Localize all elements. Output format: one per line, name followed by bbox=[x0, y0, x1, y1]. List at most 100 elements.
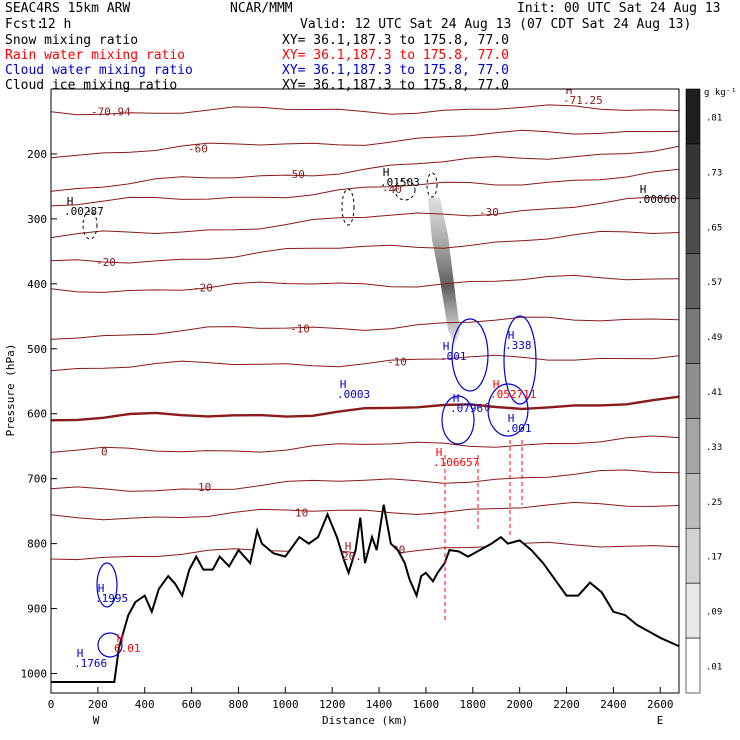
annotation-marker: H bbox=[98, 582, 105, 595]
temperature-contour-line bbox=[51, 104, 679, 116]
temperature-contour-label: -10 bbox=[387, 355, 407, 368]
colorbar: .81 .73 .65 .57 .49 .41 .33 .25 .17 .09 .01 bbox=[685, 88, 722, 694]
temperature-contour-label: -40 bbox=[382, 183, 402, 196]
legend-rain-xy: XY= 36.1,187.3 to 175.8, 77.0 bbox=[282, 48, 509, 63]
x-tick-label: 2600 bbox=[647, 698, 674, 711]
annotation-marker: H bbox=[508, 329, 515, 342]
temperature-contour-label: -20 bbox=[96, 256, 116, 269]
x-tick-label: 600 bbox=[182, 698, 202, 711]
temperature-contour-line bbox=[51, 469, 679, 492]
annotation-label: .00060 bbox=[637, 193, 677, 206]
temperature-contour-label: 10 bbox=[198, 481, 211, 494]
colorbar-label: .25 bbox=[706, 498, 722, 508]
annotation-marker: H bbox=[566, 84, 573, 97]
plot-frame bbox=[50, 88, 680, 694]
y-tick-label: 1000 bbox=[21, 668, 48, 681]
annotation-label: 6.01 bbox=[114, 642, 141, 655]
x-tick-label: 800 bbox=[229, 698, 249, 711]
x-end-right: E bbox=[657, 714, 664, 727]
temperature-contour-line bbox=[51, 435, 679, 453]
annotation-label: .001 bbox=[440, 350, 467, 363]
colorbar-segment bbox=[685, 198, 701, 255]
temperature-contour-line bbox=[51, 196, 679, 239]
temperature-contour-label: -30 bbox=[479, 206, 499, 219]
colorbar-segment bbox=[685, 363, 701, 419]
colorbar-unit: g kg⁻¹ bbox=[704, 88, 737, 98]
annotation-label: -71.25 bbox=[563, 94, 603, 107]
cloud-water-contour bbox=[503, 315, 537, 405]
cloud-ice-contour bbox=[394, 179, 416, 201]
temperature-contour-line bbox=[51, 354, 679, 372]
cloud-water-contour bbox=[441, 395, 475, 445]
colorbar-label: .81 bbox=[706, 113, 722, 123]
annotation-marker: H bbox=[117, 632, 124, 645]
y-tick-label: 300 bbox=[27, 213, 47, 226]
x-tick-label: 400 bbox=[135, 698, 155, 711]
annotation-label: .001 bbox=[505, 422, 532, 435]
temperature-contour-label: 0 bbox=[101, 446, 108, 459]
x-tick-label: 0 bbox=[48, 698, 55, 711]
temperature-contour-line bbox=[51, 316, 679, 340]
annotation-label: .052711 bbox=[490, 388, 536, 401]
colorbar-segment bbox=[685, 473, 701, 529]
cloud-water-contour bbox=[451, 318, 489, 392]
x-tick-label: 2000 bbox=[506, 698, 533, 711]
x-tick-label: 1800 bbox=[460, 698, 487, 711]
colorbar-label: .09 bbox=[706, 608, 722, 618]
y-axis-title: Pressure (hPa) bbox=[4, 344, 17, 437]
colorbar-segment bbox=[685, 582, 701, 639]
temperature-contour-label: -60 bbox=[188, 142, 208, 155]
annotation-marker: H bbox=[640, 183, 647, 196]
snow-plume bbox=[428, 198, 460, 345]
plot-area: -70.94-60-50-40-30-20-20-10-1000101020H-… bbox=[51, 84, 679, 693]
y-tick-label: 700 bbox=[27, 473, 47, 486]
annotation-label: .00287 bbox=[64, 205, 104, 218]
cloud-ice-contour bbox=[426, 172, 438, 198]
colorbar-segment bbox=[685, 308, 701, 364]
legend-snow-label: Snow mixing ratio bbox=[5, 33, 138, 48]
colorbar-label: .41 bbox=[706, 388, 722, 398]
annotation-marker: H bbox=[436, 446, 443, 459]
colorbar-segment bbox=[685, 143, 701, 200]
temperature-contour-label: -50 bbox=[285, 168, 305, 181]
annotation-marker: H bbox=[508, 412, 515, 425]
annotation-label: .0003 bbox=[337, 388, 370, 401]
colorbar-label: .73 bbox=[706, 168, 722, 178]
terrain-fill bbox=[51, 504, 679, 693]
annotation-marker: H bbox=[383, 166, 390, 179]
annotation-label: .1995 bbox=[95, 592, 128, 605]
annotation-label: 20. bbox=[342, 550, 362, 563]
colorbar-label: .01 bbox=[706, 663, 722, 673]
cloud-ice-contour bbox=[82, 210, 98, 240]
colorbar-label: .65 bbox=[706, 223, 722, 233]
legend-snow-xy: XY= 36.1,187.3 to 175.8, 77.0 bbox=[282, 33, 509, 48]
annotation-label: .1766 bbox=[74, 657, 107, 670]
temperature-contour-line bbox=[51, 230, 679, 264]
colorbar-label: .57 bbox=[706, 278, 722, 288]
temperature-contour-line bbox=[51, 395, 679, 422]
annotation-label: .0796 bbox=[450, 402, 483, 415]
temperature-contour-label: -10 bbox=[290, 322, 310, 335]
cloud-water-contour bbox=[96, 562, 118, 608]
y-tick-label: 800 bbox=[27, 538, 47, 551]
temperature-contour-line bbox=[51, 274, 679, 293]
fcst-value: 12 h bbox=[40, 17, 71, 32]
x-tick-label: 1000 bbox=[272, 698, 299, 711]
annotation-marker: H bbox=[77, 647, 84, 660]
x-tick-label: 2400 bbox=[600, 698, 627, 711]
colorbar-segment bbox=[685, 418, 701, 474]
colorbar-segment bbox=[685, 253, 701, 309]
cloud-ice-contour bbox=[341, 188, 355, 226]
colorbar-segment bbox=[685, 527, 701, 584]
y-tick-label: 500 bbox=[27, 343, 47, 356]
cloud-water-contour bbox=[97, 632, 123, 658]
legend-cloudice-xy: XY= 36.1,187.3 to 175.8, 77.0 bbox=[282, 78, 509, 93]
model-title: SEAC4RS 15km ARW bbox=[5, 1, 130, 16]
annotation-marker: H bbox=[443, 340, 450, 353]
temperature-contour-label: -20 bbox=[193, 281, 213, 294]
init-time: Init: 00 UTC Sat 24 Aug 13 bbox=[517, 1, 721, 16]
terrain-line bbox=[51, 504, 679, 683]
annotation-label: .338 bbox=[505, 339, 532, 352]
legend-cloudwater-xy: XY= 36.1,187.3 to 175.8, 77.0 bbox=[282, 63, 509, 78]
